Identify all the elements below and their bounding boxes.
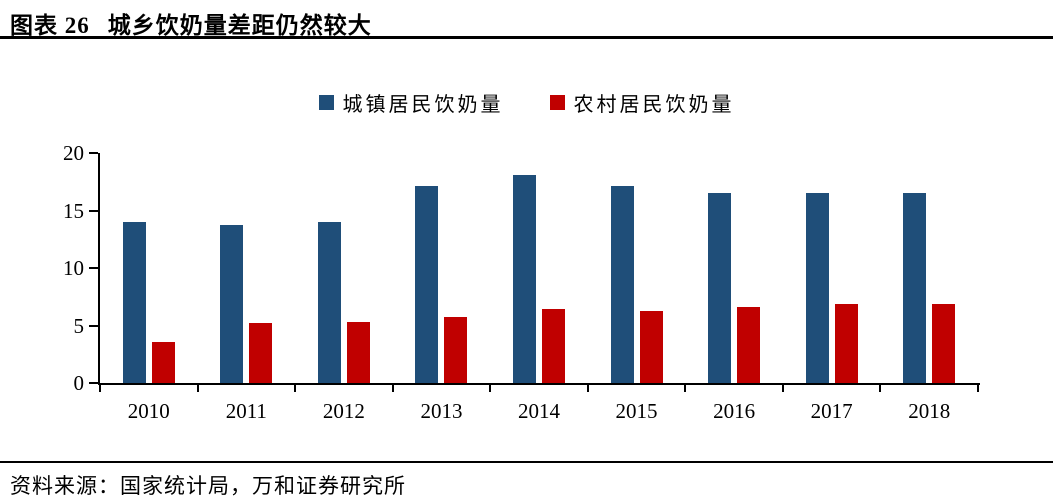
bar-rural-2018 xyxy=(932,303,956,383)
x-axis-tick xyxy=(977,385,979,392)
y-axis-label: 20 xyxy=(63,141,84,165)
bottom-divider xyxy=(0,461,1053,463)
legend-label-rural: 农村居民饮奶量 xyxy=(573,94,735,116)
bar-urban-2010 xyxy=(122,222,146,383)
bar-urban-2015 xyxy=(610,186,634,383)
y-axis-label: 10 xyxy=(63,256,84,280)
legend-item-urban: 城镇居民饮奶量 xyxy=(318,88,504,117)
legend-swatch-rural xyxy=(549,95,565,110)
x-axis-tick xyxy=(391,385,394,392)
bar-urban-2011 xyxy=(220,225,244,383)
top-divider xyxy=(0,36,1053,39)
plot-area: 0 5 10 15 20 2010 2011 2012 2013 2014 2015 2016 2017… xyxy=(63,141,980,423)
bar-urban-2018 xyxy=(903,193,927,383)
bar-urban-2017 xyxy=(805,193,829,383)
bar-urban-2014 xyxy=(513,174,536,383)
bar-urban-2012 xyxy=(317,222,341,383)
y-axis-tick xyxy=(89,267,98,269)
bar-rural-2014 xyxy=(542,309,565,383)
bar-rural-2010 xyxy=(151,341,175,383)
bar-rural-2015 xyxy=(639,310,663,383)
x-axis-label: 2013 xyxy=(420,399,463,423)
x-axis-line xyxy=(98,383,980,385)
x-axis-tick xyxy=(684,385,687,392)
y-axis-label: 5 xyxy=(73,313,85,338)
x-axis-label: 2018 xyxy=(908,399,951,423)
x-axis-tick xyxy=(879,385,882,392)
bar-urban-2016 xyxy=(708,193,732,383)
bar-rural-2012 xyxy=(346,322,370,383)
y-axis-tick xyxy=(89,324,98,327)
chart-legend: 城镇居民饮奶量 农村居民饮奶量 xyxy=(0,88,1053,117)
x-axis-label: 2012 xyxy=(322,399,365,423)
figure-title: 图表 26 城乡饮奶量差距仍然较大 xyxy=(10,6,372,40)
y-axis-tick xyxy=(89,152,98,154)
source-note: 资料来源：国家统计局，万和证券研究所 xyxy=(10,474,406,498)
x-axis-label: 2010 xyxy=(127,399,170,423)
x-axis-label: 2014 xyxy=(518,399,560,423)
x-axis-tick xyxy=(586,385,589,392)
y-axis-tick xyxy=(89,382,98,384)
x-axis-tick xyxy=(99,385,101,392)
y-axis-line xyxy=(98,153,100,385)
figure-title-text: 城乡饮奶量差距仍然较大 xyxy=(107,13,372,38)
legend-item-rural: 农村居民饮奶量 xyxy=(549,88,735,117)
x-axis-tick xyxy=(781,385,784,392)
x-axis-tick xyxy=(196,385,199,392)
legend-label-urban: 城镇居民饮奶量 xyxy=(342,94,504,116)
x-axis-label: 2017 xyxy=(810,399,853,423)
x-axis-tick xyxy=(294,385,297,392)
x-axis-tick xyxy=(489,385,492,392)
bar-rural-2011 xyxy=(249,323,273,383)
bar-rural-2017 xyxy=(834,303,858,383)
bar-rural-2013 xyxy=(444,317,468,383)
x-axis-label: 2015 xyxy=(615,399,658,423)
figure-number: 图表 26 xyxy=(10,13,90,38)
x-axis-label: 2016 xyxy=(713,399,756,423)
bar-rural-2016 xyxy=(737,307,761,383)
y-axis-tick xyxy=(89,209,98,212)
bar-urban-2013 xyxy=(415,186,439,383)
x-axis-label: 2011 xyxy=(225,399,267,423)
legend-swatch-urban xyxy=(318,95,334,110)
y-axis-label: 15 xyxy=(63,198,84,223)
y-axis-label: 0 xyxy=(73,371,85,395)
